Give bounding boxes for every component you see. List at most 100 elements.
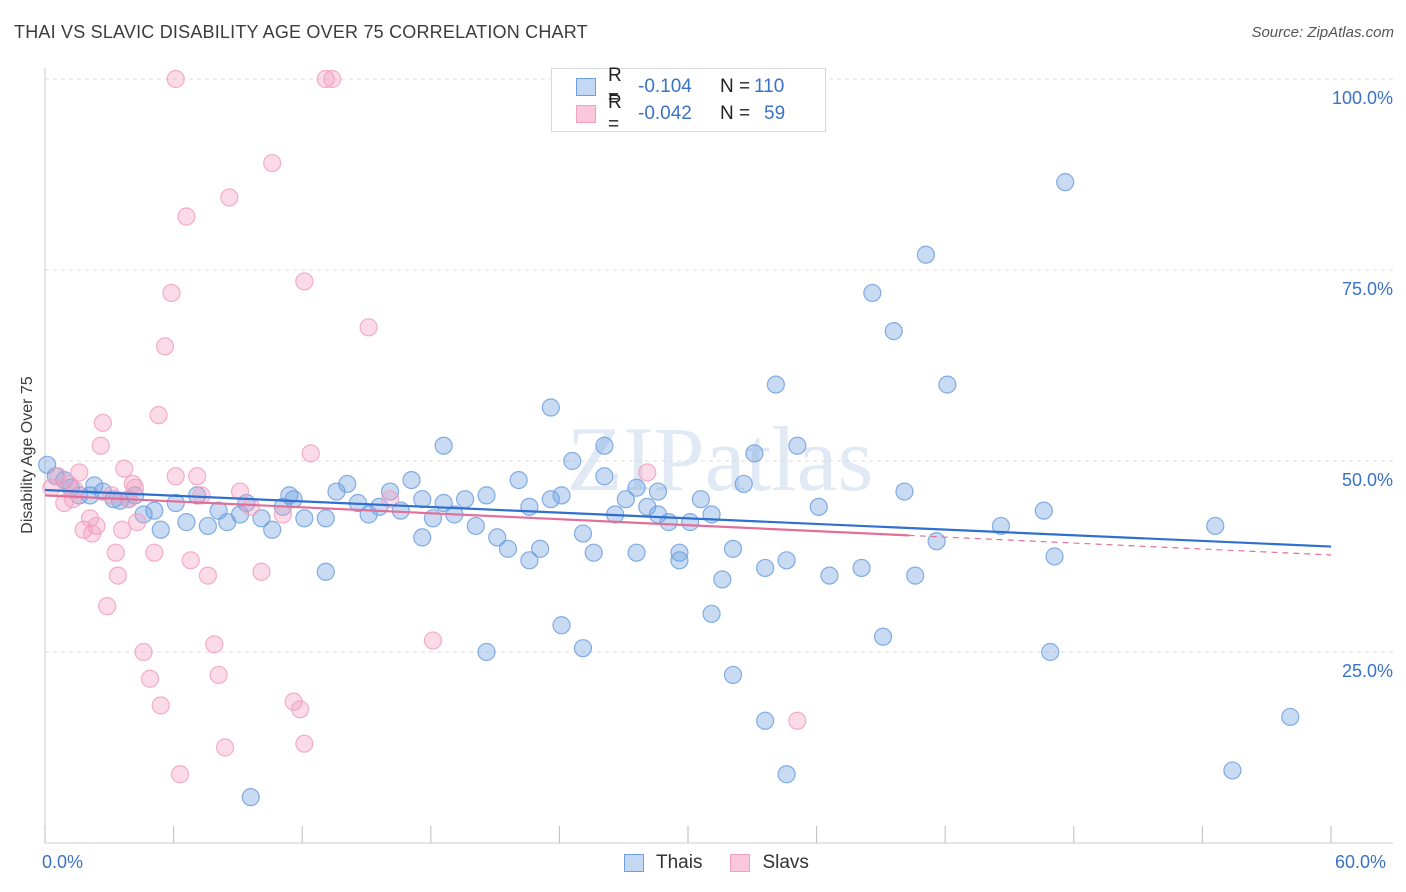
slavs-point	[423, 631, 443, 650]
thais-point	[713, 570, 732, 589]
thais-point	[241, 788, 260, 807]
thais-point	[1223, 761, 1242, 780]
thais-point	[177, 513, 196, 532]
thais-point	[402, 471, 421, 490]
slavs-point	[205, 635, 224, 654]
thais-point	[895, 482, 914, 501]
slavs-point	[134, 642, 153, 662]
thais-point	[295, 509, 314, 528]
legend-item-thais[interactable]: Thais	[624, 852, 702, 874]
thais-point	[616, 490, 635, 509]
thais-point	[820, 566, 839, 585]
source-label: Source: ZipAtlas.com	[1251, 24, 1394, 41]
x-tick-label-min: 0.0%	[42, 852, 84, 872]
slavs-point	[263, 153, 282, 173]
legend-row-thais: R = -0.104 N = 110	[576, 65, 784, 108]
thais-point	[756, 711, 775, 730]
slavs-point	[295, 734, 314, 753]
thais-point	[916, 245, 936, 264]
slavs-point	[198, 566, 217, 585]
thais-point	[338, 474, 357, 494]
thais-point	[788, 436, 807, 455]
axes	[44, 68, 1393, 844]
slavs-point	[638, 463, 657, 482]
thais-trend-solid	[44, 488, 1332, 548]
thais-point	[316, 509, 335, 528]
slavs-point	[301, 444, 320, 463]
slavs-point	[230, 482, 250, 501]
y-tick-labels: 25.0% 50.0% 75.0% 100.0%	[1332, 88, 1393, 681]
slavs-point	[188, 467, 207, 486]
thais-point	[520, 497, 539, 516]
thais-point	[509, 471, 528, 490]
slavs-point	[93, 413, 112, 432]
thais-point	[595, 436, 614, 455]
slavs-point	[70, 463, 89, 482]
thais-point	[413, 490, 432, 509]
thais-point	[1206, 516, 1225, 536]
thais-point	[702, 604, 721, 623]
slavs-point	[316, 69, 335, 89]
thais-point	[777, 551, 796, 570]
thais-point	[166, 493, 185, 513]
thais-point	[627, 478, 646, 497]
thais-point	[434, 436, 453, 455]
slavs-point	[115, 459, 134, 478]
slavs-point	[145, 543, 164, 562]
thais-point	[477, 642, 496, 662]
y-tick-label: 100.0%	[1332, 88, 1393, 108]
thais-point	[380, 482, 400, 501]
thais-point	[263, 520, 282, 539]
series-legend: Thais Slavs	[624, 852, 837, 874]
slavs-point	[788, 711, 807, 730]
slavs-point	[151, 696, 170, 715]
slavs-point	[359, 318, 378, 337]
legend-item-slavs[interactable]: Slavs	[730, 852, 809, 874]
x-tick-label-max: 60.0%	[1335, 852, 1387, 872]
grid-lines	[45, 78, 1393, 653]
y-tick-label: 50.0%	[1342, 470, 1393, 490]
thais-point	[991, 516, 1011, 536]
thais-point	[541, 398, 560, 417]
series-slavs	[42, 69, 807, 784]
thais-point	[873, 627, 893, 646]
thais-point	[573, 639, 593, 658]
r-label: R =	[608, 65, 622, 108]
thais-point	[734, 474, 753, 494]
thais-point	[670, 543, 689, 562]
thais-point	[145, 501, 164, 520]
thais-point	[1034, 501, 1053, 520]
thais-point	[198, 516, 217, 536]
slavs-point	[125, 478, 145, 497]
thais-point	[531, 539, 550, 558]
slavs-point	[209, 665, 228, 685]
n-label: N =	[720, 103, 751, 124]
r-value-thais: -0.104	[638, 76, 692, 97]
slavs-swatch	[576, 105, 596, 123]
thais-point	[552, 486, 571, 505]
thais-point	[584, 543, 603, 562]
slavs-point	[128, 513, 147, 532]
thais-point	[466, 516, 485, 536]
slavs-point	[98, 597, 117, 616]
thais-point	[552, 616, 571, 635]
slavs-point	[290, 700, 310, 719]
thais-point	[284, 490, 303, 509]
thais-point	[563, 451, 582, 471]
slavs-point	[108, 566, 127, 585]
y-tick-label: 75.0%	[1342, 279, 1393, 299]
thais-point	[1056, 173, 1075, 192]
thais-point	[627, 543, 646, 562]
slavs-point	[241, 497, 260, 516]
thais-point	[723, 539, 743, 558]
slavs-point	[220, 188, 239, 207]
watermark: ZIPatlas	[567, 408, 874, 510]
legend-row-slavs: R = -0.042 N = 59	[576, 92, 785, 135]
thais-point	[573, 524, 593, 543]
thais-point	[151, 520, 170, 539]
legend-label-thais: Thais	[656, 852, 703, 873]
thais-point	[477, 486, 496, 505]
slavs-point	[380, 490, 400, 509]
thais-point	[938, 375, 957, 394]
slavs-trend-dashed	[908, 534, 1332, 556]
